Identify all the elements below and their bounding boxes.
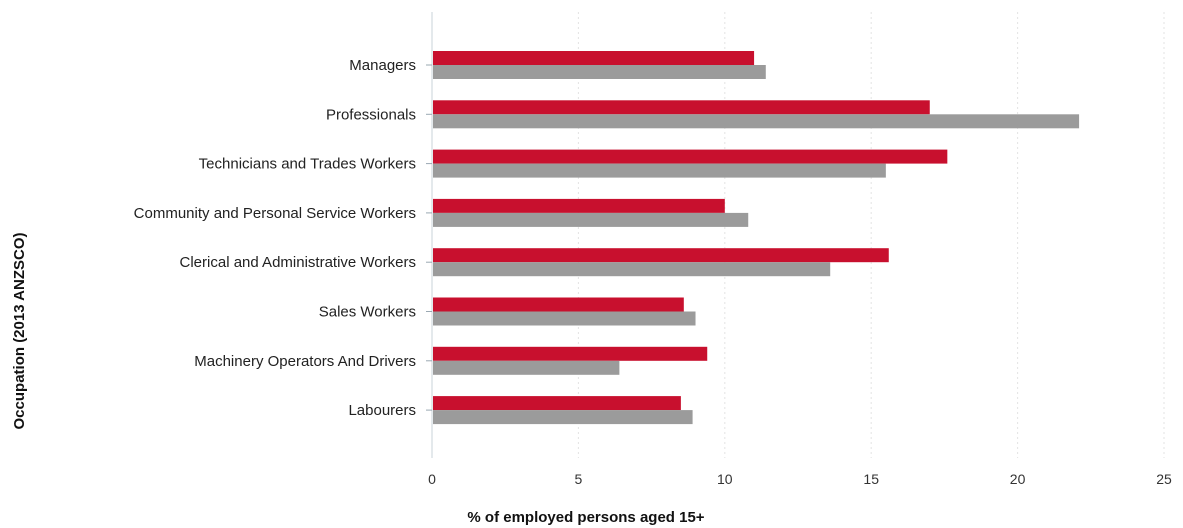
bar-grey [433, 212, 749, 227]
bar-grey [433, 114, 1080, 129]
bar-red [433, 346, 708, 361]
x-tick-label: 15 [863, 471, 879, 487]
bar-red [433, 100, 930, 115]
x-tick-label: 10 [717, 471, 733, 487]
category-label: Technicians and Trades Workers [199, 156, 416, 173]
x-tick-label: 25 [1156, 471, 1172, 487]
bar-red [433, 198, 725, 213]
x-tick-label: 5 [575, 471, 583, 487]
bar-red [433, 149, 948, 164]
y-axis-title: Occupation (2013 ANZSCO) [11, 233, 28, 430]
x-axis-title: % of employed persons aged 15+ [467, 509, 704, 526]
bar-grey [433, 65, 766, 79]
bar-grey [433, 262, 831, 277]
category-label: Community and Personal Service Workers [134, 205, 416, 222]
category-label: Clerical and Administrative Workers [180, 254, 416, 271]
bar-red [433, 248, 889, 263]
bar-grey [433, 360, 620, 375]
category-label: Managers [349, 57, 416, 74]
bar-red [433, 51, 755, 65]
x-tick-label: 0 [428, 471, 436, 487]
category-label: Labourers [348, 402, 416, 419]
bar-grey [433, 311, 696, 326]
bar-red [433, 396, 681, 411]
category-label: Machinery Operators And Drivers [194, 353, 416, 370]
bar-grey [433, 163, 886, 178]
bar-red [433, 297, 684, 312]
category-labels: Managers Professionals Technicians and Tra… [134, 57, 432, 419]
bar-layer [433, 51, 1080, 425]
category-label: Sales Workers [319, 304, 416, 321]
bar-grey [433, 410, 693, 425]
grid-layer [577, 12, 1165, 458]
x-tick-labels: 0 5 10 15 20 25 [428, 471, 1172, 487]
category-label: Professionals [326, 106, 416, 123]
x-tick-label: 20 [1010, 471, 1026, 487]
